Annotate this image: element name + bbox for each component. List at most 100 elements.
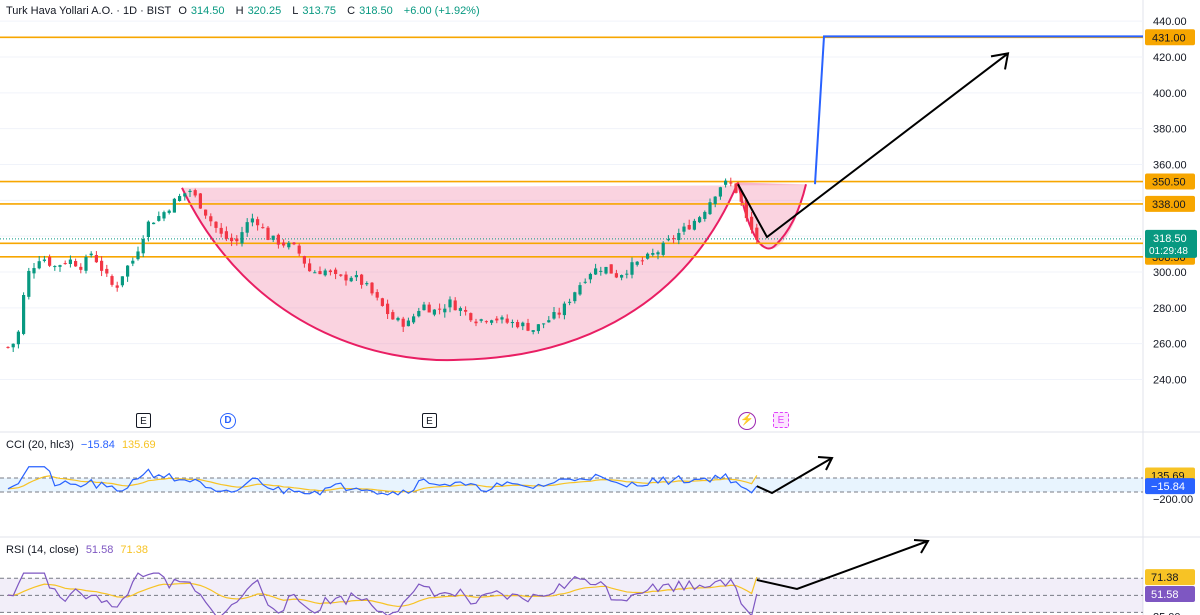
candle-body — [438, 308, 442, 310]
earnings-event-icon[interactable]: E — [422, 413, 437, 428]
price-tick-label: 380.00 — [1153, 124, 1187, 136]
candle-body — [302, 256, 306, 264]
candle-body — [375, 292, 379, 298]
candle-body — [245, 222, 249, 233]
candle-body — [136, 251, 140, 260]
candle-body — [406, 320, 410, 327]
rsi-value-tag-bg — [1145, 585, 1195, 602]
candle-body — [230, 237, 234, 242]
candle-body — [625, 273, 629, 275]
candle-body — [724, 180, 728, 185]
candle-body — [562, 303, 566, 316]
candle-body — [380, 298, 384, 306]
candle-body — [328, 270, 332, 273]
projection-line — [814, 35, 1143, 185]
countdown-label: 01:29:48 — [1149, 246, 1188, 257]
last-price-bg — [1145, 229, 1197, 258]
price-axis[interactable]: 240.00260.00280.00300.00320.00340.00360.… — [1145, 16, 1197, 615]
rsi-value: 51.58 — [85, 544, 114, 556]
rsi-ma-value: 71.38 — [120, 544, 148, 556]
price-tick-label: 400.00 — [1153, 88, 1187, 100]
cci-arrow-head — [817, 456, 834, 471]
cup-pattern — [181, 182, 807, 362]
cci-ma-value: 135.69 — [121, 439, 156, 451]
candle-body — [292, 242, 296, 245]
candle-body — [401, 318, 405, 327]
price-tick-label: 300.00 — [1153, 267, 1187, 279]
earnings-event-icon[interactable]: E — [136, 413, 151, 428]
candle-body — [6, 346, 10, 348]
price-tick-label: 240.00 — [1153, 375, 1187, 387]
candle-body — [100, 260, 104, 271]
open-label: O — [178, 5, 187, 17]
candle-body — [339, 274, 343, 276]
candle-body — [417, 310, 421, 317]
candle-body — [755, 227, 759, 240]
candle-body — [256, 219, 260, 226]
level-price-label: 431.00 — [1152, 32, 1186, 44]
flash-event-icon[interactable]: ⚡ — [738, 412, 756, 430]
candle-body — [79, 266, 83, 270]
rsi-arrow — [756, 540, 929, 591]
candle-body — [672, 238, 676, 240]
cci-header[interactable]: CCI (20, hlc3) −15.84 135.69 — [6, 439, 160, 451]
symbol-header: Turk Hava Yollari A.O. · 1D · BIST O 314.… — [6, 5, 484, 17]
candle-body — [37, 261, 41, 269]
candle-body — [505, 318, 509, 323]
candle-body — [162, 212, 166, 219]
candle-body — [640, 260, 644, 262]
candle-body — [209, 216, 213, 222]
horizontal-levels[interactable] — [0, 36, 1143, 258]
candle-body — [157, 216, 161, 221]
dividend-event-icon[interactable]: D — [220, 413, 236, 429]
drawings[interactable] — [737, 35, 1143, 239]
candle-body — [188, 190, 192, 193]
candle-body — [568, 301, 572, 303]
candle-body — [666, 239, 670, 241]
candle-body — [453, 300, 457, 311]
candle-body — [297, 245, 301, 254]
candle-body — [542, 323, 546, 325]
candle-body — [661, 242, 665, 255]
candle-body — [250, 218, 254, 223]
candle-body — [48, 256, 52, 266]
symbol-title[interactable]: Turk Hava Yollari A.O. · 1D · BIST — [6, 5, 172, 17]
candle-body — [739, 192, 743, 202]
candle-body — [646, 253, 650, 259]
candle-body — [718, 187, 722, 197]
candle-body — [443, 308, 447, 313]
candle-body — [370, 282, 374, 294]
candle-body — [323, 270, 327, 276]
candle-body — [531, 330, 535, 332]
candle-body — [713, 196, 717, 205]
candle-body — [22, 295, 26, 334]
candle-body — [682, 226, 686, 232]
candle-body — [271, 235, 275, 240]
candle-body — [105, 268, 109, 274]
candle-body — [734, 183, 738, 193]
candle-body — [146, 221, 150, 238]
candle-body — [235, 238, 239, 242]
candle-body — [500, 317, 504, 320]
candle-body — [448, 299, 452, 308]
cci-tick-label: −200.00 — [1153, 494, 1193, 506]
candle-body — [68, 259, 72, 265]
candle-body — [74, 261, 78, 267]
rsi-line — [7, 572, 758, 615]
cci-value: −15.84 — [80, 439, 115, 451]
candle-body — [744, 199, 748, 219]
cci-value-tag-bg — [1145, 478, 1195, 495]
candle-body — [266, 227, 270, 240]
rsi-header[interactable]: RSI (14, close) 51.58 71.38 — [6, 544, 152, 556]
candle-body — [89, 253, 93, 256]
rsi-panel — [0, 539, 1143, 615]
arrow-head — [990, 52, 1010, 70]
candle-body — [698, 217, 702, 223]
candle-body — [115, 285, 119, 288]
candle-body — [573, 292, 577, 302]
cci-value-tag: −15.84 — [1151, 481, 1185, 493]
candle-body — [131, 260, 135, 264]
candle-body — [84, 257, 88, 271]
upcoming-earnings-icon[interactable]: E — [773, 412, 789, 428]
